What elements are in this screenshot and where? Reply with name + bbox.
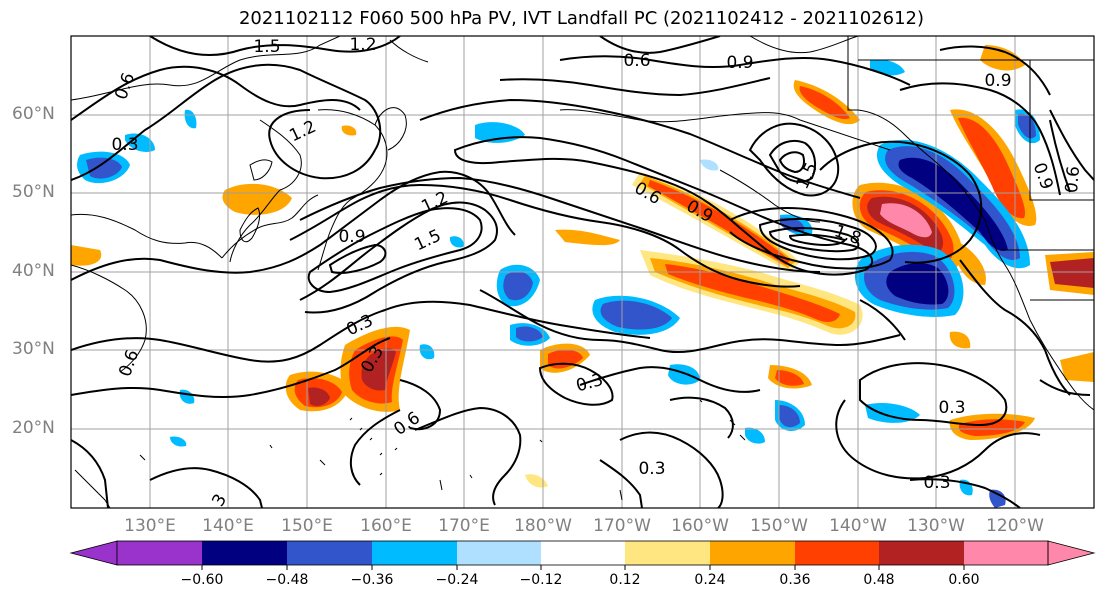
contour-label: 0.3 — [938, 398, 965, 418]
lon-label: 170°W — [593, 516, 651, 536]
colorbar-tick-label: −0.60 — [180, 572, 224, 588]
contour-label: 0.6 — [1062, 165, 1084, 194]
colorbar-max-extend — [1047, 540, 1096, 566]
contour-label: 0.9 — [984, 71, 1011, 91]
colorbar-bin — [625, 541, 710, 565]
contour-label: 0.9 — [726, 53, 753, 73]
lon-label: 150°E — [281, 516, 333, 536]
lon-label: 170°E — [438, 516, 490, 536]
colorbar-tick-label: 0.48 — [863, 572, 895, 588]
colorbar-bin — [117, 541, 202, 565]
lat-label: 60°N — [12, 104, 55, 124]
lat-label: 50°N — [12, 182, 55, 202]
colorbar-bin — [202, 541, 287, 565]
contour-label: 1.2 — [349, 35, 376, 55]
contour-label: 1.5 — [253, 37, 280, 57]
contour-label: 0.3 — [111, 135, 138, 155]
coastlines — [71, 36, 1094, 508]
pv-shading-positive — [71, 45, 1094, 488]
colorbar-bin — [457, 541, 541, 565]
contour-label: 0.3 — [638, 459, 665, 479]
colorbar-outline — [116, 540, 1049, 566]
colorbar-bin — [372, 541, 457, 565]
lon-label: 180°W — [514, 516, 572, 536]
pv-shading-negative — [77, 59, 1040, 508]
colorbar-tick-label: 0.24 — [694, 572, 726, 588]
contour-label: 0.6 — [623, 51, 650, 71]
lon-label: 140°W — [829, 516, 887, 536]
lon-label: 130°W — [907, 516, 965, 536]
colorbar-tick-label: −0.24 — [435, 572, 479, 588]
lon-label: 150°W — [750, 516, 808, 536]
colorbar-tick-label: 0.12 — [609, 572, 641, 588]
lon-label: 160°W — [671, 516, 729, 536]
map-frame — [70, 35, 1095, 509]
colorbar-bin — [795, 541, 879, 565]
contour-label: 0.9 — [338, 227, 365, 247]
lon-label: 140°E — [202, 516, 254, 536]
lat-label: 40°N — [12, 261, 55, 281]
lon-label: 120°W — [986, 516, 1044, 536]
colorbar-tick-label: 0.36 — [779, 572, 811, 588]
graticule — [71, 36, 1094, 508]
colorbar-tick-label: −0.48 — [265, 572, 309, 588]
map-title: 2021102112 F060 500 hPa PV, IVT Landfall… — [238, 8, 925, 29]
colorbar-bin — [964, 541, 1048, 565]
colorbar-bin — [287, 541, 372, 565]
colorbar-tick-label: −0.12 — [519, 572, 563, 588]
contour-label: 0.3 — [923, 473, 950, 493]
colorbar-min-extend — [69, 540, 118, 566]
colorbar-bin — [541, 541, 625, 565]
pv-contours — [71, 36, 1094, 508]
colorbar-bin — [879, 541, 964, 565]
lat-label: 20°N — [12, 418, 55, 438]
colorbar-bin — [710, 541, 795, 565]
map-area: 1.5 1.2 0.6 0.9 0.3 1.2 0.6 0.9 0.9 1.2 … — [71, 35, 1094, 508]
colorbar — [69, 540, 1096, 570]
lon-label: 160°E — [360, 516, 412, 536]
colorbar-tick-label: −0.36 — [350, 572, 394, 588]
colorbar-tick-label: 0.60 — [948, 572, 980, 588]
lat-label: 30°N — [12, 339, 55, 359]
lon-label: 130°E — [124, 516, 176, 536]
